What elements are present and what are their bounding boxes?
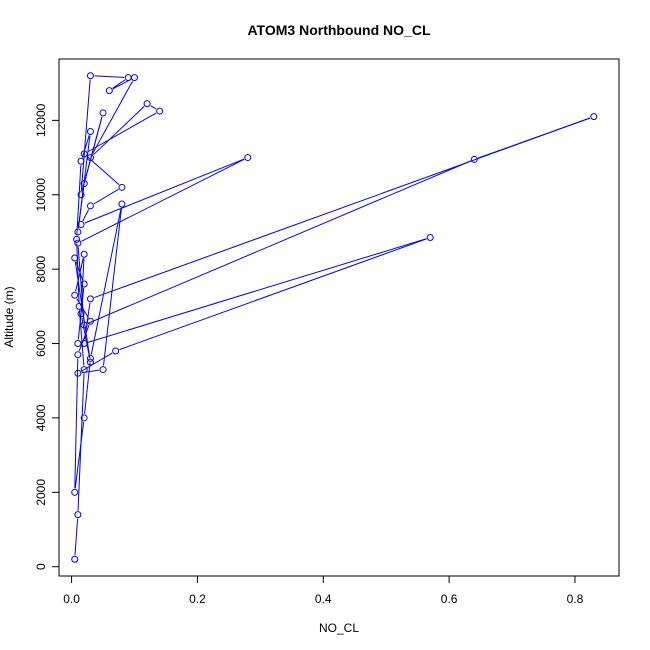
data-point	[80, 321, 88, 329]
x-tick-label: 0.0	[63, 592, 80, 606]
data-point	[80, 414, 88, 422]
series-segment	[112, 79, 126, 89]
series-segment	[74, 358, 79, 489]
y-tick-label: 0	[34, 563, 48, 570]
series-segment	[76, 165, 82, 236]
series-segment	[84, 362, 91, 414]
series-segment	[150, 105, 157, 110]
y-tick-label: 4000	[34, 404, 48, 431]
y-tick-label: 10000	[34, 178, 48, 212]
data-point	[74, 351, 82, 359]
series-segment	[77, 187, 85, 229]
series-segment	[87, 160, 471, 324]
series-segment	[103, 207, 122, 366]
data-point	[80, 366, 88, 374]
data-point	[86, 154, 94, 162]
data-point	[71, 555, 79, 563]
data-point	[77, 191, 85, 199]
series-segment	[81, 135, 90, 158]
data-point	[86, 128, 94, 136]
x-tick-label: 0.8	[567, 592, 584, 606]
series-segment	[81, 158, 245, 242]
data-point	[99, 366, 107, 374]
x-axis: 0.0 0.2 0.4 0.6 0.8	[63, 575, 584, 606]
y-axis-label: Altitude (m)	[2, 286, 16, 347]
data-point	[73, 235, 81, 243]
data-point	[74, 369, 82, 377]
series-segment	[93, 188, 119, 205]
series-segment	[86, 156, 120, 186]
series-segment	[75, 261, 84, 281]
series-segment	[74, 421, 85, 489]
data-point	[74, 239, 82, 247]
data-point	[74, 228, 82, 236]
data-point	[590, 113, 598, 121]
series-segment	[74, 261, 91, 359]
y-tick-label: 12000	[34, 103, 48, 137]
data-point	[86, 354, 94, 362]
data-point	[77, 157, 85, 165]
data-point	[77, 310, 85, 318]
data-point	[426, 234, 434, 242]
data-point	[244, 154, 252, 162]
series-segment	[78, 324, 90, 352]
data-point	[86, 317, 94, 325]
series-segment	[90, 207, 122, 355]
data-point	[80, 250, 88, 258]
data-point	[74, 511, 82, 519]
data-point	[77, 221, 85, 229]
series-segment	[80, 79, 91, 191]
x-axis-label: NO_CL	[319, 621, 359, 635]
data-point	[86, 295, 94, 303]
chart-title: ATOM3 Northbound NO_CL	[247, 22, 430, 38]
data-point	[131, 74, 139, 82]
data-point	[99, 109, 107, 117]
data-point	[71, 291, 79, 299]
data-point	[470, 155, 478, 163]
series-layer	[71, 72, 598, 563]
data-point	[75, 302, 83, 310]
data-point	[118, 200, 126, 208]
series-segment	[119, 238, 427, 351]
series-segment	[94, 75, 125, 78]
data-point	[143, 100, 151, 108]
data-point	[74, 340, 82, 348]
x-tick-label: 0.2	[189, 592, 206, 606]
series-segment	[87, 238, 427, 343]
data-point	[112, 347, 120, 355]
y-tick-label: 6000	[34, 330, 48, 357]
data-point	[80, 180, 88, 188]
data-point	[80, 280, 88, 288]
series-segment	[82, 209, 90, 222]
series-segment	[94, 117, 591, 299]
series-segment	[75, 258, 84, 292]
data-point	[71, 488, 79, 496]
series-segment	[77, 287, 85, 340]
y-axis: 0 2000 4000 6000 8000 10000 12000	[34, 103, 60, 570]
series-segment	[84, 158, 245, 224]
data-point	[71, 254, 79, 262]
data-point	[86, 358, 94, 366]
x-tick-label: 0.6	[441, 592, 458, 606]
series-segment	[76, 243, 80, 303]
data-point	[86, 202, 94, 210]
data-point	[105, 87, 113, 95]
data-point	[86, 72, 94, 80]
data-point	[80, 150, 88, 158]
data-point	[118, 183, 126, 191]
y-tick-label: 2000	[34, 479, 48, 506]
x-tick-label: 0.4	[315, 592, 332, 606]
series-segment	[74, 518, 79, 556]
series-segment	[93, 106, 145, 156]
series-segment	[91, 80, 134, 155]
y-tick-label: 8000	[34, 255, 48, 282]
data-point	[156, 107, 164, 115]
series-segment	[87, 112, 157, 153]
